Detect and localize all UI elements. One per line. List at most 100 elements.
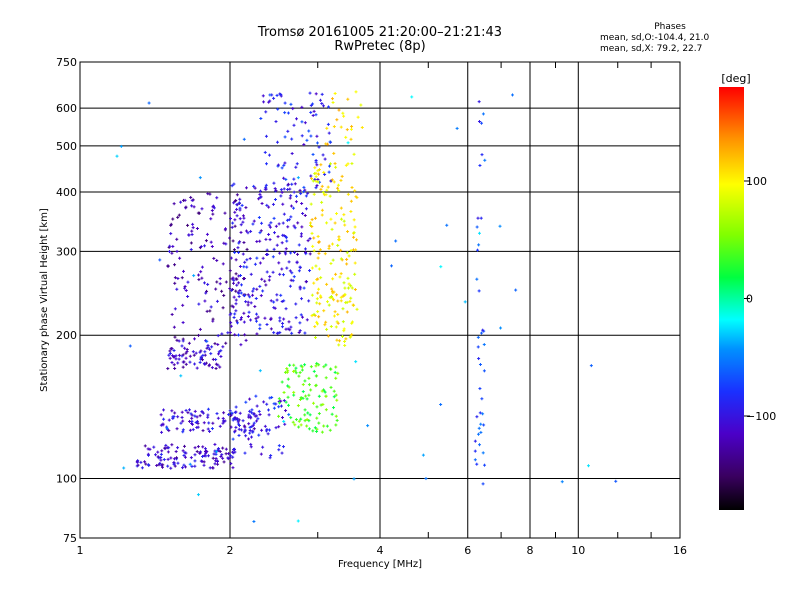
data-point [352,477,356,481]
data-point [265,248,269,252]
data-point [276,107,280,111]
data-point [322,170,326,174]
data-point [280,241,284,245]
data-point [316,240,320,244]
data-point [169,466,173,470]
data-point [333,310,337,314]
data-point [303,413,307,417]
data-point [310,266,314,270]
data-point [292,363,296,367]
data-point [343,343,347,347]
data-point [264,283,268,287]
data-point [231,437,235,441]
data-point [239,223,243,227]
data-point [208,466,212,470]
data-point [272,306,276,310]
data-point [177,339,181,343]
data-point [272,300,276,304]
data-point [272,231,276,235]
data-point [234,272,238,276]
data-point [350,124,354,128]
y-tick-label: 75 [63,532,77,545]
data-point [276,331,280,335]
data-point [307,393,311,397]
data-point [350,186,354,190]
data-point [183,284,187,288]
data-point [322,309,326,313]
data-point [202,454,206,458]
data-point [321,153,325,157]
data-point [203,244,207,248]
data-point [194,351,198,355]
data-point [354,90,358,94]
data-point [252,287,256,291]
data-point [316,169,320,173]
data-point [263,279,267,283]
x-tick-label: 6 [464,544,471,557]
data-point [199,270,203,274]
data-point [172,348,176,352]
data-point [315,134,319,138]
data-point [337,235,341,239]
data-point [498,224,502,228]
data-point [236,246,240,250]
data-point [332,180,336,184]
data-point [326,334,330,338]
data-point [308,91,312,95]
data-point [439,265,443,269]
data-point [354,360,358,364]
data-point [261,445,265,449]
data-point [181,365,185,369]
data-point [346,97,350,101]
data-point [289,325,293,329]
data-point [277,405,281,409]
data-point [242,265,246,269]
data-point [304,207,308,211]
data-point [282,234,286,238]
data-point [280,451,284,455]
data-point [291,279,295,283]
data-point [336,183,340,187]
data-point [244,186,248,190]
data-point [237,423,241,427]
data-point [342,114,346,118]
data-point [236,333,240,337]
data-point [305,424,309,428]
data-point [266,252,270,256]
data-point [282,176,286,180]
data-point [275,293,279,297]
data-point [211,319,215,323]
data-point [351,303,355,307]
data-point [194,420,198,424]
data-point [202,460,206,464]
data-point [316,322,320,326]
data-point [478,443,482,447]
data-point [480,121,484,125]
data-point [168,356,172,360]
data-point [483,158,487,162]
data-point [473,449,477,453]
data-point [246,300,250,304]
data-point [292,177,296,181]
data-point [245,258,249,262]
data-point [238,288,242,292]
data-point [175,287,179,291]
data-point [366,424,370,428]
data-point [282,399,286,403]
data-point [342,281,346,285]
data-point [242,311,246,315]
data-point [275,93,279,97]
data-point [198,327,202,331]
data-point [317,172,321,176]
data-point [234,277,238,281]
data-point [170,443,174,447]
data-point [181,339,185,343]
data-point [170,361,174,365]
data-point [333,91,337,95]
data-point [264,162,268,166]
data-point [269,221,273,225]
data-point [249,272,253,276]
data-point [244,434,248,438]
data-point [313,166,317,170]
data-point [282,445,286,449]
